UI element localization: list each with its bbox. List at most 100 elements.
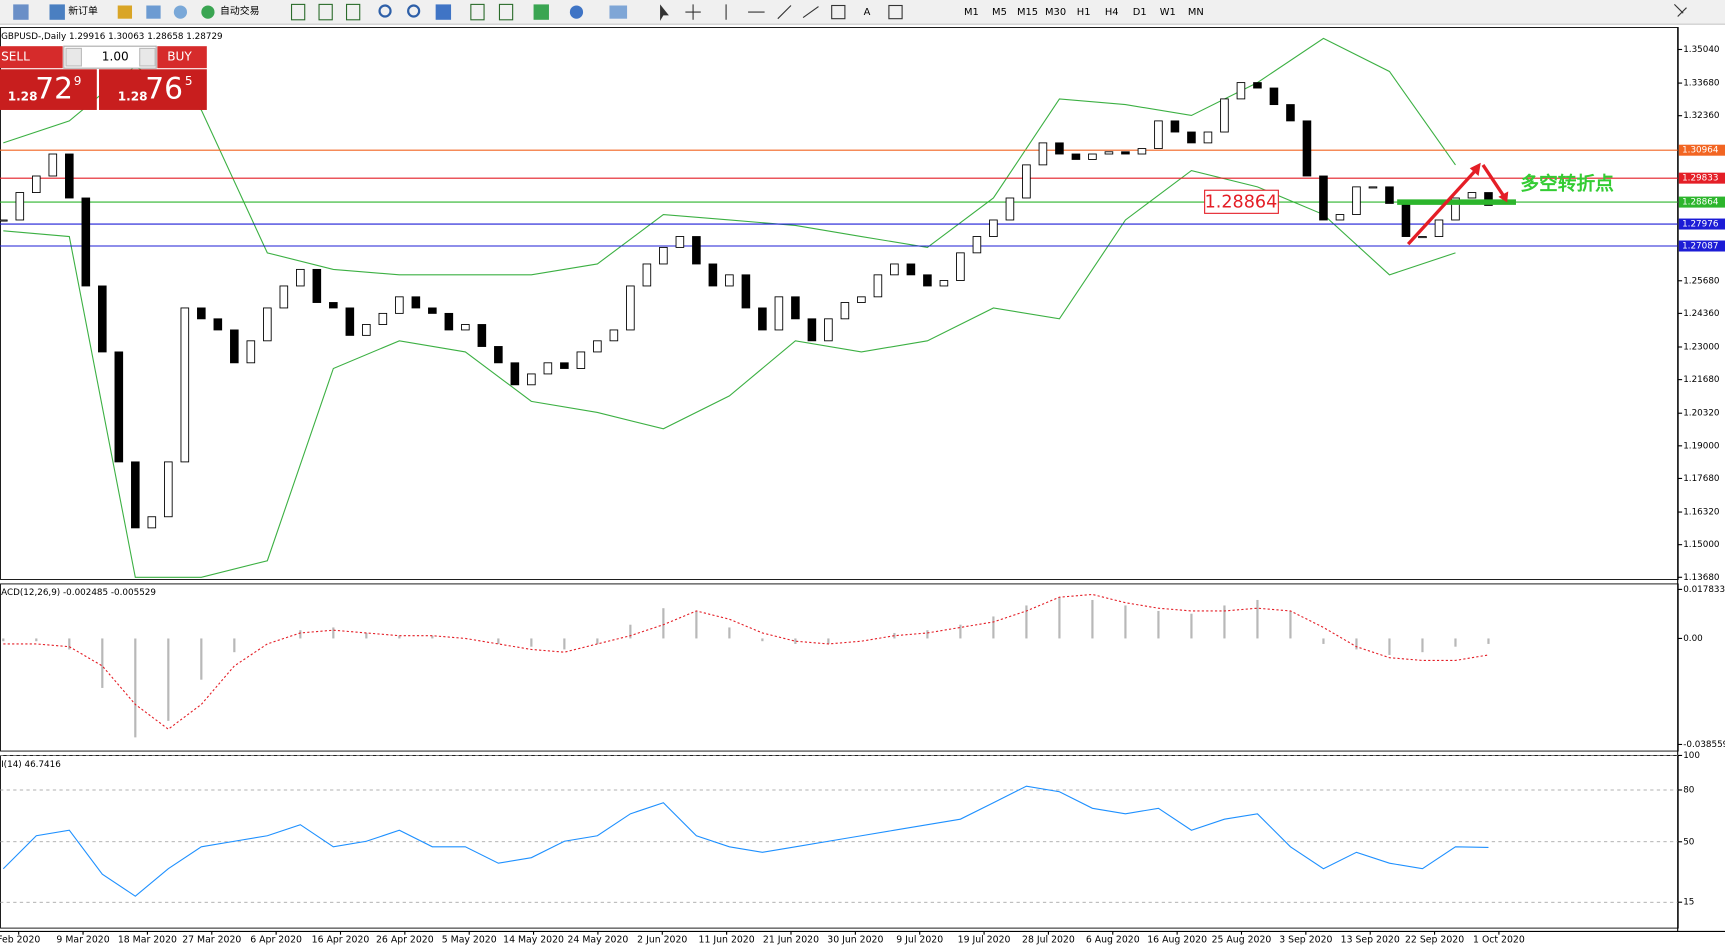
timeframe-button[interactable]: M15 xyxy=(1017,7,1038,18)
icon[interactable] xyxy=(831,4,846,20)
candle xyxy=(774,296,784,331)
candle xyxy=(890,263,899,276)
bid-big: 72 xyxy=(35,72,73,107)
candle xyxy=(972,236,982,254)
ask-box[interactable] xyxy=(99,69,207,110)
ask-prefix: 1.28 xyxy=(118,89,148,103)
x-tick-label: 16 Aug 2020 xyxy=(1147,935,1207,946)
candle xyxy=(494,346,503,364)
candle xyxy=(312,268,322,303)
bollinger-band xyxy=(3,37,1456,276)
sell-label[interactable]: SELL xyxy=(1,50,30,64)
annotation: 1.28864 xyxy=(1205,192,1278,212)
candle xyxy=(1352,186,1361,215)
lot-input[interactable] xyxy=(63,45,157,69)
icon[interactable] xyxy=(13,4,29,20)
timeframe-button[interactable]: W1 xyxy=(1160,7,1176,18)
trend-arrows xyxy=(1406,162,1509,246)
candle xyxy=(230,329,239,364)
annotation: 多空转折点 xyxy=(1520,173,1614,195)
bid-prefix: 1.28 xyxy=(8,89,38,103)
candle xyxy=(147,516,157,529)
buy-label[interactable]: BUY xyxy=(167,50,192,64)
auto-trading-button[interactable]: 自动交易 xyxy=(220,4,260,17)
icon[interactable] xyxy=(1674,4,1687,17)
candle xyxy=(279,285,289,309)
candle xyxy=(510,362,520,386)
ask-small: 5 xyxy=(185,74,193,88)
candle xyxy=(1022,164,1031,199)
icon[interactable] xyxy=(888,4,903,20)
icon[interactable] xyxy=(725,4,819,20)
candle xyxy=(659,246,668,265)
x-tick-label: 18 Mar 2020 xyxy=(118,935,177,946)
timeframe-button[interactable]: M5 xyxy=(992,7,1007,18)
pane-title: GBPUSD-,Daily 1.29916 1.30063 1.28658 1.… xyxy=(1,32,223,42)
candle xyxy=(1121,151,1130,155)
timeframe-button[interactable]: M1 xyxy=(964,7,979,18)
candle xyxy=(989,219,998,237)
icon[interactable] xyxy=(685,4,701,20)
icon[interactable] xyxy=(407,4,421,18)
price-level-label: 1.28864 xyxy=(1682,198,1719,208)
candle xyxy=(1418,236,1427,239)
candle xyxy=(263,307,272,342)
candle xyxy=(378,312,388,325)
bid-box[interactable] xyxy=(0,69,97,110)
y-tick-label: 1.15000 xyxy=(1683,540,1719,550)
plot-area: GBPUSD-,Daily 1.29916 1.30063 1.28658 1.… xyxy=(0,27,1725,946)
icon[interactable] xyxy=(533,4,549,20)
y-tick-label: 1.25680 xyxy=(1683,276,1719,286)
timeframe-button[interactable]: D1 xyxy=(1133,7,1147,18)
timeframe-button[interactable]: H4 xyxy=(1105,7,1119,18)
icon[interactable] xyxy=(569,5,584,19)
icon[interactable] xyxy=(609,5,628,19)
y-tick-label: 0.017833 xyxy=(1683,585,1725,595)
timeframe-button[interactable]: M30 xyxy=(1045,7,1066,18)
y-tick-label: 1.24360 xyxy=(1683,309,1719,319)
y-tick-label: 100 xyxy=(1683,751,1700,761)
icon[interactable] xyxy=(146,5,161,19)
new-order-button[interactable]: 新订单 xyxy=(68,4,98,17)
x-tick-label: 21 Jun 2020 xyxy=(763,935,819,946)
timeframe-button[interactable]: MN xyxy=(1188,7,1204,18)
icon[interactable] xyxy=(660,4,669,21)
candle xyxy=(48,153,58,177)
icon[interactable] xyxy=(117,5,133,19)
candle xyxy=(576,351,586,369)
candle xyxy=(560,362,569,369)
candle xyxy=(675,236,685,248)
timeframe-button[interactable]: H1 xyxy=(1077,7,1091,18)
icon[interactable] xyxy=(318,3,333,21)
buy-button[interactable] xyxy=(157,46,207,69)
icon[interactable] xyxy=(290,3,306,21)
order-panel: SELL 1.00 BUY 1.28 72 9 1.28 76 5 xyxy=(0,45,207,110)
lot-spin[interactable] xyxy=(65,47,82,67)
annotation-box xyxy=(1204,189,1279,214)
candle xyxy=(395,296,404,314)
x-tick-label: 27 Mar 2020 xyxy=(182,935,241,946)
candle xyxy=(626,285,635,331)
candle xyxy=(543,362,553,375)
candle xyxy=(477,324,487,347)
y-tick-label: 1.21680 xyxy=(1683,375,1719,385)
icon[interactable] xyxy=(173,5,188,19)
icon[interactable] xyxy=(470,3,485,21)
candle xyxy=(824,318,833,342)
candle xyxy=(32,175,41,193)
icon[interactable]: A xyxy=(864,7,871,18)
icon[interactable] xyxy=(378,4,392,18)
x-tick-label: 3 Sep 2020 xyxy=(1279,935,1332,946)
sell-button[interactable] xyxy=(0,46,63,69)
x-tick-label: 6 Aug 2020 xyxy=(1086,935,1140,946)
icon[interactable] xyxy=(345,3,361,21)
icon[interactable] xyxy=(435,4,452,20)
icon[interactable] xyxy=(498,3,514,21)
lot-value[interactable]: 1.00 xyxy=(102,50,129,64)
icon[interactable] xyxy=(201,5,215,19)
lot-spin[interactable] xyxy=(139,47,156,67)
candle xyxy=(1071,153,1081,160)
icon[interactable] xyxy=(49,4,65,20)
y-tick-label: 1.35040 xyxy=(1683,45,1719,55)
y-tick-label: 1.13680 xyxy=(1683,573,1719,583)
